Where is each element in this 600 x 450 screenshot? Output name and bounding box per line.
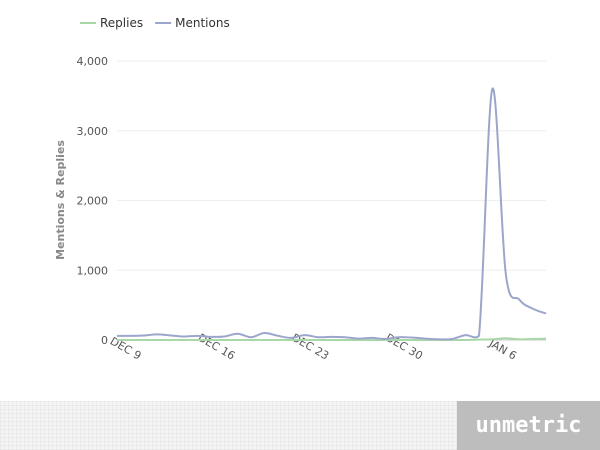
- footer-bar: unmetric: [0, 401, 600, 450]
- legend-item-mentions[interactable]: Mentions: [155, 16, 230, 30]
- series-lines: [116, 87, 547, 341]
- series-line-mentions: [116, 87, 547, 341]
- chart: Replies Mentions 0 1,000 2,000 3,000 4,000 DE…: [54, 16, 547, 363]
- y-axis-title: Mentions & Replies: [54, 140, 67, 260]
- y-tick-label: 3,000: [77, 125, 109, 138]
- y-axis-ticks: 0 1,000 2,000 3,000 4,000: [77, 55, 109, 347]
- x-tick-label: DEC 30: [383, 331, 425, 363]
- y-tick-label: 2,000: [77, 195, 109, 208]
- legend-label: Replies: [100, 16, 143, 30]
- series-line-replies: [117, 337, 547, 341]
- y-tick-label: 0: [101, 334, 108, 347]
- x-tick-label: DEC 9: [108, 335, 144, 363]
- legend-item-replies[interactable]: Replies: [80, 16, 143, 30]
- legend-label: Mentions: [175, 16, 230, 30]
- y-tick-label: 1,000: [77, 264, 109, 277]
- brand-logo-text: unmetric: [475, 413, 582, 438]
- legend[interactable]: Replies Mentions: [80, 16, 230, 30]
- brand-logo: unmetric: [457, 401, 600, 450]
- y-tick-label: 4,000: [77, 55, 109, 68]
